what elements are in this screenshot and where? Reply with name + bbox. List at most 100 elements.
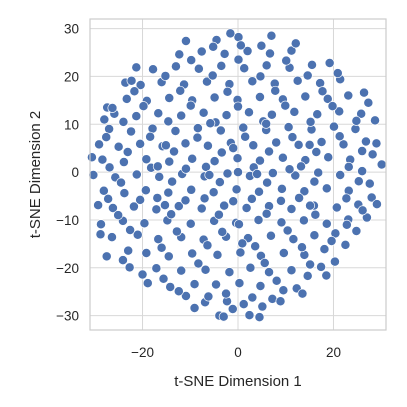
scatter-point — [192, 132, 203, 143]
scatter-point — [261, 60, 272, 71]
scatter-point — [107, 203, 118, 213]
scatter-point — [217, 226, 228, 237]
scatter-point — [215, 125, 226, 136]
scatter-point — [208, 41, 219, 52]
scatter-point — [160, 70, 171, 81]
scatter-point — [305, 200, 316, 211]
scatter-point — [202, 140, 213, 151]
scatter-point — [290, 38, 301, 49]
scatter-point — [311, 147, 322, 157]
scatter-point — [118, 116, 129, 127]
scatter-point — [247, 292, 258, 303]
scatter-point — [222, 86, 233, 97]
scatter-point — [257, 301, 268, 312]
scatter-point — [267, 168, 278, 179]
scatter-point — [138, 101, 149, 112]
scatter-point — [129, 86, 140, 97]
scatter-point — [200, 264, 211, 275]
scatter-point — [93, 200, 104, 211]
y-tick-label: −30 — [56, 309, 79, 324]
scatter-point — [103, 193, 114, 204]
scatter-point — [299, 186, 310, 197]
scatter-point — [117, 255, 128, 266]
scatter-point — [211, 279, 221, 290]
scatter-point — [140, 185, 151, 196]
scatter-point — [101, 132, 112, 143]
scatter-point — [122, 147, 133, 157]
scatter-point — [343, 90, 354, 101]
scatter-point — [252, 169, 263, 179]
scatter-point — [261, 118, 272, 129]
scatter-point — [278, 285, 289, 296]
scatter-point — [193, 63, 204, 74]
scatter-point — [180, 195, 191, 206]
scatter-point — [282, 225, 293, 236]
scatter-point — [238, 122, 249, 133]
scatter-point — [239, 63, 250, 74]
scatter-point — [213, 209, 224, 220]
scatter-point — [141, 248, 152, 258]
scatter-point — [334, 106, 345, 117]
scatter-point — [224, 267, 235, 278]
scatter-point — [147, 123, 158, 134]
scatter-point — [265, 48, 275, 59]
scatter-point — [248, 140, 259, 151]
scatter-point — [367, 149, 378, 160]
scatter-point — [255, 281, 266, 291]
scatter-point — [300, 91, 311, 102]
scatter-point — [290, 170, 301, 181]
scatter-point — [245, 262, 256, 273]
scatter-point — [173, 201, 184, 212]
scatter-point — [237, 238, 248, 249]
scatter-point — [169, 146, 179, 157]
y-tick-label: 30 — [64, 22, 79, 37]
scatter-point — [254, 186, 264, 197]
scatter-point — [142, 278, 153, 289]
scatter-point — [266, 30, 277, 41]
scatter-points — [86, 28, 387, 323]
scatter-point — [287, 132, 298, 143]
scatter-point — [104, 162, 115, 173]
scatter-point — [329, 256, 340, 267]
scatter-point — [158, 273, 169, 284]
scatter-point — [204, 170, 215, 180]
scatter-point — [341, 193, 352, 204]
scatter-point — [137, 269, 148, 280]
scatter-point — [334, 131, 345, 142]
scatter-point — [370, 115, 380, 126]
scatter-point — [244, 107, 254, 118]
scatter-point — [126, 126, 137, 137]
scatter-point — [98, 185, 109, 196]
scatter-point — [276, 195, 286, 206]
scatter-point — [296, 161, 306, 172]
scatter-point — [254, 312, 265, 323]
scatter-point — [343, 161, 354, 172]
scatter-point — [312, 109, 323, 120]
scatter-point — [281, 55, 292, 66]
scatter-point — [86, 152, 97, 163]
scatter-point — [247, 76, 258, 87]
scatter-point — [170, 61, 181, 72]
scatter-point — [124, 262, 135, 273]
scatter-point — [241, 203, 252, 213]
scatter-point — [209, 156, 220, 167]
scatter-point — [222, 168, 233, 179]
scatter-point — [94, 139, 105, 150]
scatter-point — [246, 193, 257, 204]
y-tick-label: 10 — [64, 117, 79, 132]
scatter-point — [171, 226, 182, 237]
scatter-point — [170, 126, 181, 136]
scatter-point — [233, 219, 244, 230]
scatter-point — [189, 279, 200, 290]
scatter-point — [187, 153, 198, 164]
scatter-point — [366, 192, 377, 203]
scatter-point — [208, 187, 219, 198]
scatter-point — [113, 210, 124, 221]
scatter-point — [357, 166, 368, 177]
y-tick-label: −20 — [56, 261, 79, 276]
scatter-point — [353, 176, 364, 187]
scatter-point — [185, 218, 196, 229]
plot-frame — [89, 18, 387, 331]
scatter-point — [173, 286, 184, 297]
scatter-point — [196, 46, 207, 57]
